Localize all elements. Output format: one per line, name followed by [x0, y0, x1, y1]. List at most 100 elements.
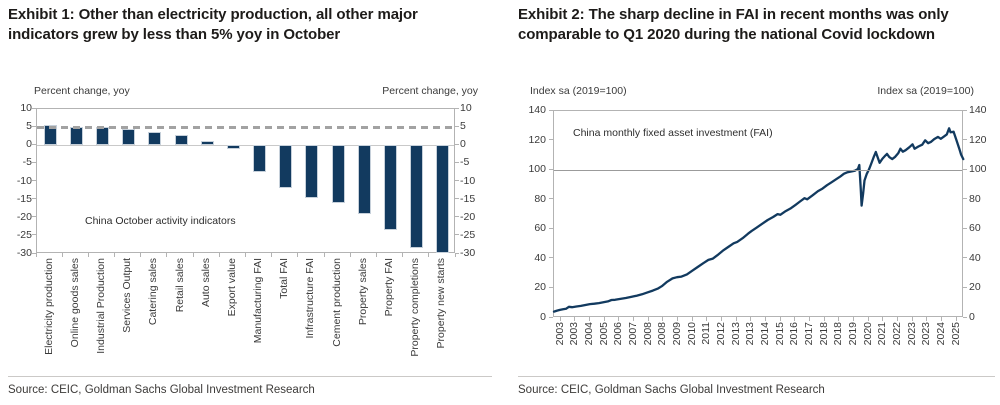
- line-plot-area: China monthly fixed asset investment (FA…: [552, 110, 965, 317]
- category-label: Infrastructure FAI: [304, 258, 317, 339]
- category-label: Export value: [225, 258, 238, 317]
- year-label: 2020: [861, 322, 874, 346]
- y-tickmark-left: [32, 252, 36, 254]
- year-label: 2007: [626, 322, 639, 346]
- year-label: 2018: [832, 322, 845, 346]
- y-tick-label-left: 40: [534, 251, 546, 264]
- y-tick-label-left: 0: [540, 311, 546, 323]
- y-tick-label-right: 0: [969, 311, 975, 323]
- exhibit-2-title: Exhibit 2: The sharp decline in FAI in r…: [518, 6, 949, 43]
- category-label: Online goods sales: [68, 258, 81, 348]
- y-tick-label-right: -15: [460, 192, 476, 205]
- y-tickmark-left: [32, 216, 36, 218]
- x-tickmark: [603, 317, 605, 321]
- year-label: 2022: [890, 322, 903, 346]
- y-tickmark-left: [32, 198, 36, 200]
- index-100-reference-line: [554, 169, 962, 171]
- x-tickmark: [574, 317, 576, 321]
- bar-infrastructure-fai: [305, 145, 319, 198]
- year-label: 2006: [612, 322, 625, 346]
- x-tickmark: [691, 317, 693, 321]
- bar-electricity-production: [43, 124, 57, 146]
- x-tickmark: [588, 317, 590, 321]
- y-tick-label-right: 80: [969, 192, 981, 205]
- year-label: 2016: [788, 322, 801, 346]
- y-tick-label-left: 140: [528, 104, 546, 116]
- year-label: 2013: [729, 322, 742, 346]
- x-tickmark: [192, 253, 194, 257]
- y-tick-label-right: 140: [969, 104, 987, 116]
- y-tickmark-left: [32, 180, 36, 181]
- bar-auto-sales: [200, 141, 214, 146]
- category-label: Electricity production: [42, 258, 55, 355]
- year-label: 2008: [641, 322, 654, 346]
- y-tick-label-right: 60: [969, 222, 981, 235]
- line-chart-annotation: China monthly fixed asset investment (FA…: [573, 127, 773, 139]
- year-label: 2004: [582, 322, 595, 346]
- category-label: Total FAI: [278, 258, 291, 299]
- y-tickmark-left: [32, 161, 36, 163]
- year-label: 2014: [758, 322, 771, 346]
- x-tickmark: [764, 317, 766, 321]
- x-tickmark: [823, 317, 825, 321]
- x-tickmark: [454, 253, 456, 257]
- y-tick-label-left: -25: [16, 228, 32, 241]
- category-label: Property new starts: [435, 258, 448, 349]
- y-tick-label-right: 10: [460, 102, 472, 114]
- year-label: 2011: [700, 322, 713, 345]
- y-tick-label-right: -20: [460, 210, 476, 223]
- y-tick-label-right: -5: [460, 156, 470, 169]
- y-tick-label-right: -10: [460, 174, 476, 187]
- y-tickmark-right: [455, 125, 459, 127]
- x-tickmark: [87, 253, 89, 257]
- bar-retail-sales: [174, 134, 188, 146]
- y-tickmark-right: [455, 252, 459, 254]
- y-tickmark-right: [963, 316, 967, 318]
- x-tickmark: [808, 317, 810, 321]
- year-label: 2021: [876, 322, 889, 346]
- zero-gridline: [37, 144, 454, 146]
- y-tick-label-left: 120: [528, 133, 546, 146]
- x-tickmark: [349, 253, 351, 257]
- bar-plot-area: China October activity indicators: [36, 108, 455, 254]
- y-tickmark-right: [455, 143, 459, 145]
- x-tickmark: [647, 317, 649, 321]
- x-tickmark: [140, 253, 142, 257]
- y-tick-label-right: 100: [969, 163, 987, 176]
- y-tickmark-right: [455, 234, 459, 236]
- y-tickmark-right: [963, 109, 967, 111]
- x-tickmark: [297, 253, 299, 257]
- bar-property-sales: [357, 145, 371, 215]
- year-label: 2017: [802, 322, 815, 346]
- year-label: 2005: [597, 322, 610, 346]
- y-tickmark-left: [549, 139, 553, 141]
- year-label: 2008: [656, 322, 669, 346]
- x-tickmark: [559, 317, 561, 321]
- exhibit-2-source-text: Source: CEIC, Goldman Sachs Global Inves…: [518, 384, 825, 396]
- category-label: Catering sales: [147, 258, 160, 326]
- exhibit-1-source-note: Source: CEIC, Goldman Sachs Global Inves…: [8, 376, 492, 396]
- x-tickmark: [428, 253, 430, 257]
- y-tick-label-right: 20: [969, 281, 981, 294]
- y-tick-label-left: 10: [20, 102, 32, 114]
- y-tickmark-left: [549, 316, 553, 318]
- exhibit-1-y-axis-caption-left: Percent change, yoy: [34, 85, 130, 97]
- year-label: 2023: [920, 322, 933, 346]
- bar-property-new-starts: [436, 145, 450, 254]
- exhibit-1-panel: Exhibit 1: Other than electricity produc…: [8, 6, 492, 396]
- exhibit-2-panel: Exhibit 2: The sharp decline in FAI in r…: [500, 0, 1000, 405]
- x-tickmark: [676, 317, 678, 321]
- y-tickmark-right: [963, 139, 967, 141]
- year-label: 2010: [685, 322, 698, 346]
- y-tick-label-left: -5: [22, 156, 32, 169]
- y-tickmark-left: [549, 198, 553, 200]
- y-tickmark-left: [549, 109, 553, 111]
- x-tickmark: [114, 253, 116, 257]
- year-label: 2025: [949, 322, 962, 346]
- bar-chart-annotation: China October activity indicators: [85, 215, 236, 227]
- category-label: Retail sales: [173, 258, 186, 313]
- x-tickmark: [955, 317, 957, 321]
- exhibit-1-title: Exhibit 1: Other than electricity produc…: [8, 6, 418, 43]
- y-tick-label-left: 0: [26, 138, 32, 151]
